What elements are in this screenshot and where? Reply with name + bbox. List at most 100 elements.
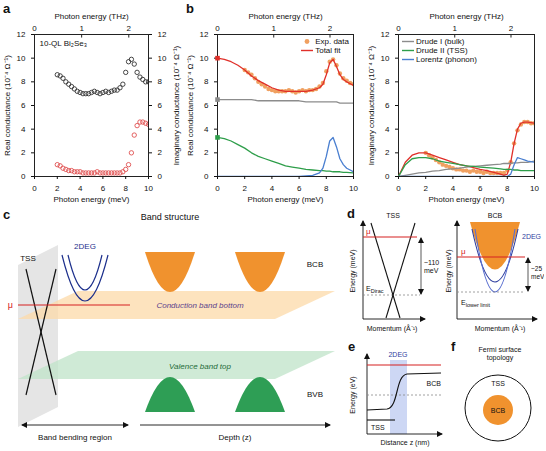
svg-text:TSS: TSS — [371, 424, 385, 431]
svg-text:0: 0 — [215, 184, 220, 193]
svg-text:10: 10 — [144, 184, 153, 193]
svg-text:meV: meV — [424, 267, 439, 274]
svg-text:Photon energy (meV): Photon energy (meV) — [428, 195, 504, 204]
svg-text:10-QL Bi₂Se₃: 10-QL Bi₂Se₃ — [40, 39, 87, 48]
svg-text:Energy (meV): Energy (meV) — [349, 249, 357, 292]
svg-text:4: 4 — [385, 125, 390, 134]
svg-text:Band structure: Band structure — [141, 212, 200, 222]
svg-text:6: 6 — [158, 101, 163, 110]
svg-text:TSS: TSS — [20, 254, 36, 263]
svg-text:μ: μ — [366, 227, 371, 236]
svg-text:8: 8 — [324, 184, 329, 193]
svg-text:4: 4 — [78, 184, 83, 193]
svg-text:Real conductance (10⁻⁴ Ω⁻¹): Real conductance (10⁻⁴ Ω⁻¹) — [3, 55, 12, 156]
svg-text:TSS: TSS — [491, 380, 505, 387]
svg-text:BCB: BCB — [488, 212, 503, 219]
svg-text:12: 12 — [158, 30, 167, 39]
svg-text:1: 1 — [453, 24, 458, 33]
svg-text:8: 8 — [505, 184, 510, 193]
svg-text:BCB: BCB — [491, 407, 506, 414]
svg-text:e: e — [348, 340, 355, 354]
svg-text:10: 10 — [381, 54, 390, 63]
svg-text:6: 6 — [385, 101, 390, 110]
svg-text:0: 0 — [21, 172, 26, 181]
svg-text:d: d — [347, 207, 355, 221]
svg-text:0: 0 — [32, 24, 37, 33]
svg-text:4: 4 — [158, 125, 163, 134]
svg-text:EDirac: EDirac — [366, 285, 384, 294]
svg-text:BVB: BVB — [307, 390, 323, 399]
svg-text:Depth (z): Depth (z) — [219, 433, 252, 442]
svg-text:0: 0 — [158, 172, 163, 181]
svg-text:2: 2 — [127, 24, 132, 33]
svg-text:Energy (meV): Energy (meV) — [445, 249, 453, 292]
svg-text:~110: ~110 — [424, 259, 439, 266]
svg-text:8: 8 — [385, 77, 390, 86]
svg-text:2: 2 — [158, 148, 163, 157]
svg-text:0: 0 — [396, 184, 401, 193]
svg-text:4: 4 — [21, 125, 26, 134]
svg-text:0: 0 — [385, 172, 390, 181]
svg-text:6: 6 — [21, 101, 26, 110]
svg-text:Photon energy (THz): Photon energy (THz) — [54, 12, 129, 21]
svg-text:2: 2 — [21, 148, 26, 157]
svg-text:0: 0 — [32, 184, 37, 193]
svg-text:0: 0 — [396, 24, 401, 33]
svg-text:2: 2 — [55, 184, 60, 193]
svg-text:Fermi surface: Fermi surface — [479, 346, 522, 353]
svg-text:Photon energy (THz): Photon energy (THz) — [248, 12, 323, 21]
svg-text:10: 10 — [530, 184, 539, 193]
svg-text:10: 10 — [200, 54, 209, 63]
svg-text:~25: ~25 — [531, 265, 542, 272]
svg-text:8: 8 — [204, 77, 209, 86]
svg-text:2DEG: 2DEG — [74, 242, 96, 251]
svg-text:4: 4 — [451, 184, 456, 193]
svg-text:Energy (eV): Energy (eV) — [349, 376, 357, 413]
svg-text:Momentum (Å⁻¹): Momentum (Å⁻¹) — [367, 324, 418, 333]
svg-text:10: 10 — [349, 184, 358, 193]
svg-text:Photon energy (meV): Photon energy (meV) — [53, 195, 129, 204]
svg-text:Valence band top: Valence band top — [169, 362, 232, 371]
svg-text:8: 8 — [21, 77, 26, 86]
svg-text:2: 2 — [328, 24, 333, 33]
svg-text:8: 8 — [158, 77, 163, 86]
svg-text:12: 12 — [381, 30, 390, 39]
svg-text:2: 2 — [385, 148, 390, 157]
svg-text:Photon energy (THz): Photon energy (THz) — [429, 12, 504, 21]
svg-text:Band bending region: Band bending region — [38, 433, 112, 442]
svg-text:6: 6 — [478, 184, 483, 193]
svg-text:4: 4 — [270, 184, 275, 193]
svg-text:Conduction band bottom: Conduction band bottom — [156, 301, 244, 310]
svg-text:6: 6 — [204, 101, 209, 110]
svg-text:12: 12 — [200, 30, 209, 39]
svg-text:1: 1 — [79, 24, 84, 33]
svg-text:6: 6 — [101, 184, 106, 193]
svg-text:1: 1 — [272, 24, 277, 33]
svg-text:c: c — [3, 207, 10, 222]
svg-text:Real conductance (10⁻⁴ Ω⁻¹): Real conductance (10⁻⁴ Ω⁻¹) — [186, 55, 195, 156]
svg-text:0: 0 — [215, 24, 220, 33]
svg-text:Imaginary conductance (10⁻⁴ Ω⁻: Imaginary conductance (10⁻⁴ Ω⁻¹) — [367, 45, 376, 165]
svg-text:8: 8 — [123, 184, 128, 193]
svg-text:12: 12 — [17, 30, 26, 39]
svg-text:2DEG: 2DEG — [522, 233, 541, 240]
svg-text:topology: topology — [487, 354, 514, 362]
svg-text:f: f — [451, 340, 456, 354]
svg-text:μ: μ — [8, 300, 13, 310]
svg-text:BCB: BCB — [427, 380, 442, 387]
svg-text:10: 10 — [158, 54, 167, 63]
svg-text:4: 4 — [204, 125, 209, 134]
svg-text:6: 6 — [297, 184, 302, 193]
svg-text:BCB: BCB — [307, 260, 323, 269]
svg-text:0: 0 — [204, 172, 209, 181]
svg-text:2: 2 — [423, 184, 428, 193]
svg-text:TSS: TSS — [386, 212, 400, 219]
svg-text:μ: μ — [461, 247, 466, 256]
svg-text:10: 10 — [17, 54, 26, 63]
svg-text:2: 2 — [509, 24, 514, 33]
svg-text:Elower limit: Elower limit — [461, 299, 491, 308]
svg-text:2: 2 — [242, 184, 247, 193]
svg-text:Photon energy (meV): Photon energy (meV) — [247, 195, 323, 204]
svg-text:2: 2 — [204, 148, 209, 157]
svg-text:meV: meV — [531, 273, 544, 280]
